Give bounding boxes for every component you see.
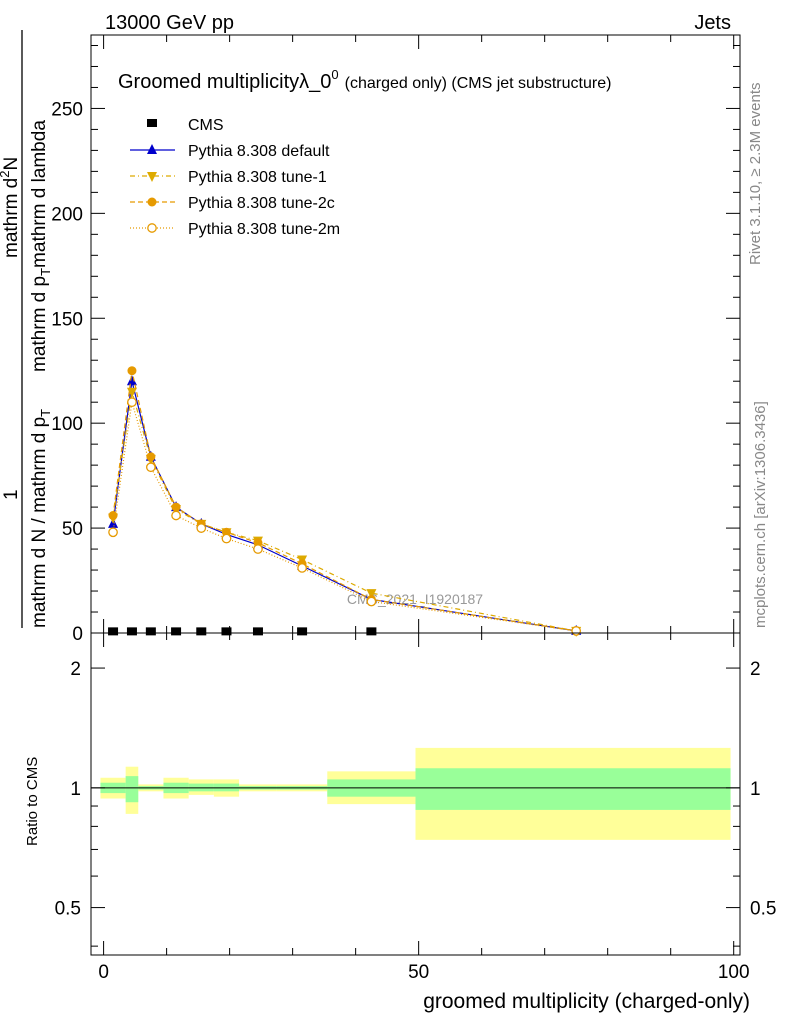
ylabel-denominator: mathrm d N / mathrm d pT [29,409,53,628]
legend-label: Pythia 8.308 tune-2m [188,221,340,238]
ytick-label: 250 [51,99,83,120]
ratio-panel-frame [90,632,741,956]
ratio-ylabel: Ratio to CMS [24,757,41,846]
data-point [147,223,157,233]
data-point [366,589,377,600]
legend-label: Pythia 8.308 tune-1 [188,169,327,186]
data-point [571,626,582,636]
data-point [252,627,263,636]
energy-label: 13000 GeV pp [105,12,234,34]
top-axis-ticks [91,35,740,634]
ratio-band-inner [125,776,139,803]
legend-item: Pythia 8.308 tune-2c [130,195,335,212]
data-point [253,544,263,554]
data-point [146,452,156,462]
legend-label: Pythia 8.308 tune-2c [188,195,335,212]
ylabel-numerator: mathrm d2N [0,157,22,258]
data-point [126,627,137,636]
data-point [147,144,157,154]
data-point [221,533,232,544]
xaxis-label: groomed multiplicity (charged-only) [423,990,750,1013]
data-point [171,627,182,636]
legend-label: CMS [188,117,224,134]
top-series-group [108,366,582,637]
data-point [297,563,307,573]
data-point [171,502,181,512]
legend: CMS Pythia 8.308 default Pythia 8.308 tune… [130,117,340,238]
data-point [108,527,118,538]
data-point [147,172,157,182]
data-point [171,510,181,521]
series-pythia-8-308-tune-2c [108,366,581,636]
legend-item: Pythia 8.308 tune-2m [130,221,340,238]
data-point [126,387,137,398]
data-point [196,627,207,636]
category-label: Jets [694,12,731,34]
ratio-band-inner [415,768,731,810]
ratio-ytick-label-right: 2 [750,659,761,680]
data-point [366,627,377,636]
data-point [221,627,232,636]
mcplots-label: mcplots.cern.ch [arXiv:1306.3436] [752,401,769,628]
ytick-label: 200 [51,204,83,225]
data-point [108,627,119,636]
rivet-version-label: Rivet 3.1.10, ≥ 2.3M events [747,83,764,266]
data-point [127,366,137,376]
series-line [112,370,577,632]
data-point [147,119,157,127]
ratio-ytick-label-left: 2 [70,659,81,680]
legend-item: Pythia 8.308 default [130,143,330,160]
data-point [145,627,156,636]
ytick-label: 0 [72,624,83,645]
xtick-label: 100 [718,962,750,983]
ytick-label: 50 [62,519,83,540]
data-point [196,523,207,533]
ratio-ytick-label-right: 1 [750,779,761,800]
ytick-label: 100 [51,414,83,435]
legend-item: Pythia 8.308 tune-1 [130,169,327,186]
data-point [146,462,156,473]
ratio-axis-ticks [91,633,740,955]
series-pythia-8-308-tune-2m [108,397,582,636]
xtick-label: 0 [98,962,109,983]
data-point [297,627,308,636]
ratio-ytick-label-left: 1 [70,779,81,800]
data-point [108,510,118,520]
legend-item: CMS [147,117,224,134]
data-point [127,397,137,408]
main-ylabel: 1 mathrm d N / mathrm d pT mathrm d2N ma… [0,30,53,628]
series-line [112,381,577,632]
ylabel-under: mathrm d pTmathrm d lambda [29,120,53,372]
series-cms [108,627,377,636]
legend-label: Pythia 8.308 default [188,143,330,160]
series-line [112,402,577,632]
data-point [366,596,377,607]
ratio-bands-group [100,747,731,840]
ylabel-one: 1 [1,489,22,500]
ratio-ytick-label-left: 0.5 [55,899,81,920]
top-ytick-labels: 0 50 100 150 200 250 [51,99,83,645]
xtick-label: 50 [408,962,429,983]
series-line [112,391,577,632]
chart-title: Groomed multiplicityλ_00(charged only) (… [118,67,611,93]
xtick-labels: 0 50 100 [98,962,749,983]
data-point [126,375,137,386]
ytick-label: 150 [51,309,83,330]
ratio-ytick-labels: 0.5 0.5 1 1 2 2 [55,659,777,920]
ratio-ytick-label-right: 0.5 [750,899,776,920]
data-point [147,197,157,207]
